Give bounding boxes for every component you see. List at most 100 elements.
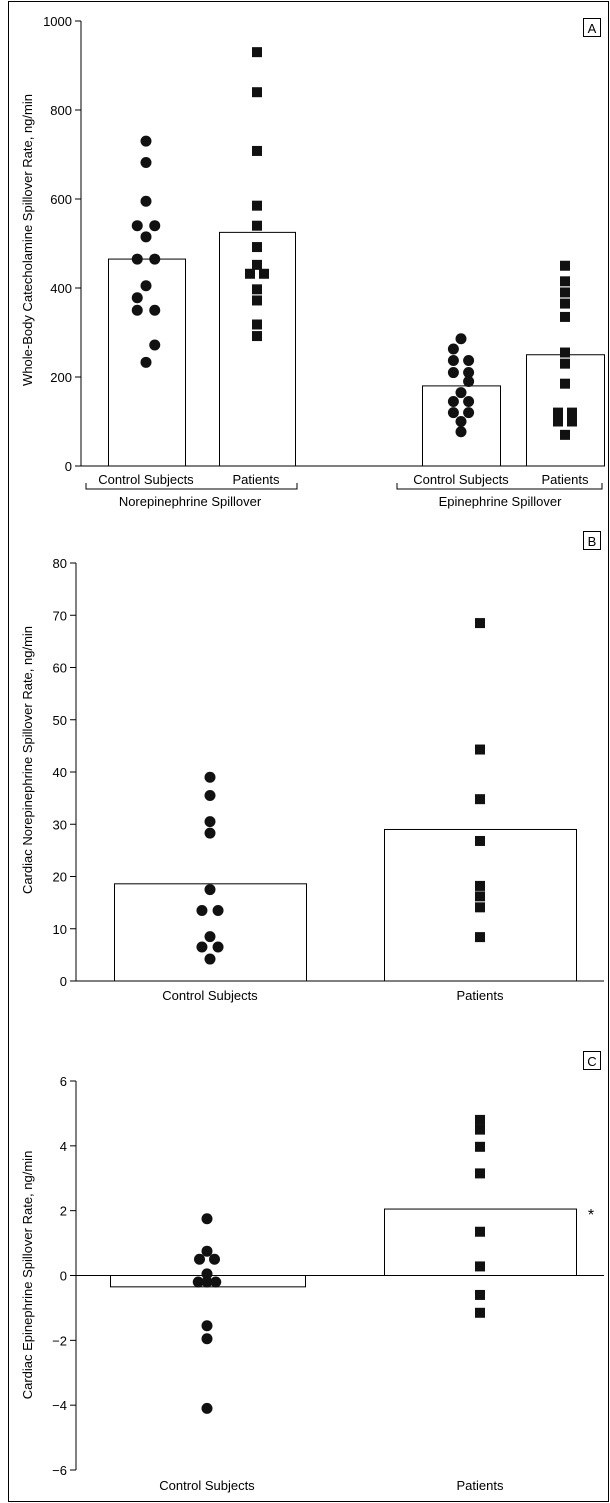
data-point-control-subjects [463,407,475,419]
y-tick-label: 10 [53,922,67,937]
data-point-control-subjects [140,157,152,169]
data-point-control-subjects [192,1276,204,1288]
panel-c-x-tick-control: Control Subjects [159,1478,255,1493]
data-point-patients [560,298,570,309]
y-tick-label: 6 [60,1074,67,1089]
data-point-control-subjects [201,1268,213,1280]
data-point-patients [252,295,262,306]
data-point-patients [475,1261,485,1272]
panel-b-points [196,618,485,965]
y-tick-label: 0 [60,1269,67,1284]
data-point-control-subjects [140,356,152,368]
data-point-control-subjects [196,904,208,916]
data-point-control-subjects [204,931,216,943]
data-point-patients [475,794,485,805]
panel-a-label-box [583,18,601,37]
y-tick-label: 400 [50,281,72,296]
data-point-patients [252,87,262,98]
data-point-patients [245,268,255,279]
panel-b-bars [114,828,577,982]
data-point-control-subjects [140,135,152,147]
panel-a-group-brackets [85,483,603,490]
data-point-patients [553,407,563,418]
bar-mean-patients [219,231,296,467]
data-point-control-subjects [447,407,459,419]
panel-a-whole-body-spillover: A Whole-Body Catecholamine Spillover Rat… [20,14,605,509]
data-point-control-subjects [447,395,459,407]
y-tick-label: 70 [53,608,67,623]
panel-b-cardiac-norepinephrine: B Cardiac Norepinephrine Spillover Rate,… [20,531,604,1003]
y-tick-label: 2 [60,1204,67,1219]
bar-mean-patients [526,354,605,467]
data-point-control-subjects [447,343,459,355]
data-point-patients [475,1124,485,1135]
data-point-control-subjects [204,884,216,896]
data-point-control-subjects [196,941,208,953]
data-point-control-subjects [194,1253,205,1265]
panel-b-label: B [588,534,597,549]
data-point-patients [475,902,485,913]
panel-a-points [131,47,577,440]
panel-a-bars [108,231,605,467]
data-point-patients [475,880,485,891]
data-point-patients [252,200,262,211]
data-point-control-subjects [204,816,216,828]
data-point-patients [560,347,570,358]
panel-b-y-axis-label: Cardiac Norepinephrine Spillover Rate, n… [20,626,35,894]
y-tick-label: 80 [53,556,67,571]
panel-c-label: C [587,1054,596,1069]
norepinephrine-group-bracket [85,483,298,490]
data-point-control-subjects [149,304,161,316]
data-point-patients [475,891,485,902]
data-point-patients [560,358,570,369]
figure-frame [8,1,609,1502]
data-point-control-subjects [149,220,161,232]
panel-c-points [192,1114,485,1414]
data-point-control-subjects [131,220,143,232]
panel-c-cardiac-epinephrine: C Cardiac Epinephrine Spillover Rate, ng… [20,1051,604,1493]
data-point-control-subjects [140,280,152,292]
data-point-control-subjects [447,367,459,379]
data-point-control-subjects [204,827,216,839]
data-point-control-subjects [455,426,467,438]
data-point-control-subjects [210,1276,222,1288]
data-point-control-subjects [201,1402,213,1414]
data-point-control-subjects [212,941,224,953]
panel-a-group-label-epinephrine: Epinephrine Spillover [439,494,563,509]
y-tick-label: 800 [50,103,72,118]
data-point-patients [475,1307,485,1318]
y-tick-label: −4 [52,1398,67,1413]
data-point-patients [252,242,262,253]
y-tick-label: 40 [53,765,67,780]
data-point-patients [475,932,485,943]
data-point-control-subjects [204,790,216,802]
data-point-patients [252,319,262,330]
data-point-patients [560,260,570,271]
data-point-patients [252,259,262,270]
data-point-control-subjects [204,953,216,965]
data-point-control-subjects [463,367,475,379]
y-tick-label: 0 [65,459,72,474]
data-point-patients [475,1289,485,1300]
data-point-control-subjects [140,195,152,207]
panel-a-group-label-norepinephrine: Norepinephrine Spillover [119,494,262,509]
panel-a-label: A [588,21,597,36]
data-point-patients [259,268,269,279]
data-point-control-subjects [131,304,143,316]
data-point-patients [475,1168,485,1179]
panel-a-x-tick-patients-norepinephrine: Patients [233,472,280,487]
data-point-patients [475,1114,485,1125]
y-tick-label: 20 [53,870,67,885]
data-point-patients [252,331,262,342]
data-point-control-subjects [131,253,143,265]
panel-b-x-tick-patients: Patients [457,988,504,1003]
data-point-control-subjects [204,771,216,783]
y-tick-label: 600 [50,192,72,207]
data-point-patients [560,276,570,287]
data-point-control-subjects [149,339,161,351]
data-point-control-subjects [455,333,467,345]
y-tick-label: 60 [53,661,67,676]
data-point-patients [475,618,485,629]
data-point-patients [475,1141,485,1152]
